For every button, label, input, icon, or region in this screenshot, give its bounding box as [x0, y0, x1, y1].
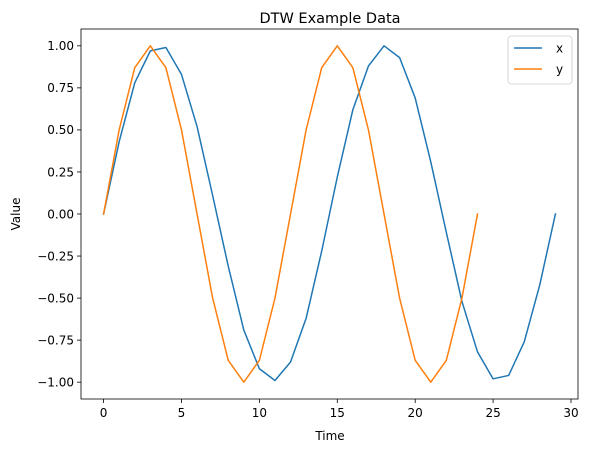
legend: xy [507, 35, 573, 85]
y-tick-label: −0.25 [37, 249, 74, 263]
x-tick-label: 25 [485, 406, 500, 420]
legend-label-y: y [556, 62, 563, 76]
legend-label-x: x [556, 41, 563, 55]
y-axis-label: Value [9, 198, 23, 231]
y-tick-label: 1.00 [47, 39, 74, 53]
y-tick-label: −0.50 [37, 291, 74, 305]
y-axis-ticks: −1.00 −0.75 −0.50 −0.25 0.00 0.25 0.50 0.75 1.00 [37, 39, 81, 389]
x-tick-label: 10 [252, 406, 267, 420]
series-line-y [102, 45, 479, 383]
x-tick-label: 0 [100, 406, 108, 420]
series-line-x [102, 45, 557, 382]
y-tick-label: −0.75 [37, 333, 74, 347]
x-tick-label: 15 [330, 406, 345, 420]
y-tick-label: −1.00 [37, 375, 74, 389]
plot-lines [102, 45, 557, 383]
x-axis-label: Time [314, 429, 344, 443]
x-tick-label: 5 [178, 406, 186, 420]
y-tick-label: 0.50 [47, 123, 74, 137]
y-tick-label: 0.75 [47, 81, 74, 95]
y-tick-label: 0.25 [47, 165, 74, 179]
x-tick-label: 30 [563, 406, 578, 420]
chart-title: DTW Example Data [259, 11, 400, 27]
x-tick-label: 20 [408, 406, 423, 420]
x-axis-ticks: 0 5 10 15 20 25 30 [100, 399, 579, 420]
y-tick-label: 0.00 [47, 207, 74, 221]
